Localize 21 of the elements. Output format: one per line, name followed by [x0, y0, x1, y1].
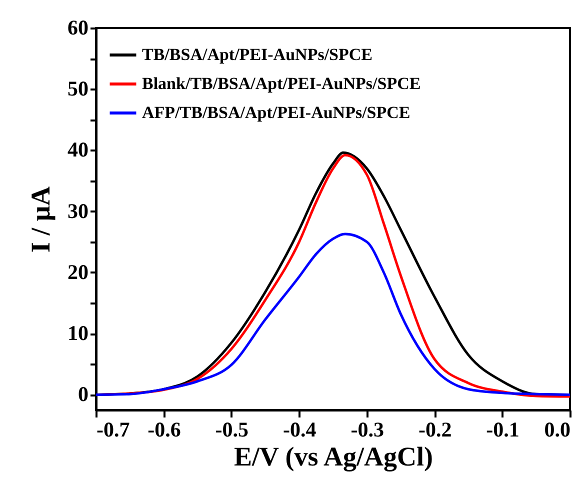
line-series	[96, 232, 570, 396]
x-tick-label: -0.1	[486, 418, 520, 442]
y-tick-label: 0	[78, 382, 88, 406]
x-tick-label: -0.3	[350, 418, 384, 442]
y-tick-label: 10	[68, 321, 88, 346]
y-tick-label: 60	[68, 16, 88, 40]
x-tick-label: -0.2	[418, 418, 452, 442]
legend-label: AFP/TB/BSA/Apt/PEI-AuNPs/SPCE	[142, 103, 410, 122]
x-tick-label: -0.7	[96, 418, 130, 442]
legend-label: Blank/TB/BSA/Apt/PEI-AuNPs/SPCE	[142, 74, 421, 93]
legend-label: TB/BSA/Apt/PEI-AuNPs/SPCE	[142, 45, 372, 64]
x-tick-label: -0.5	[215, 418, 249, 442]
y-tick-label: 50	[68, 76, 88, 101]
y-tick-label: 20	[68, 260, 88, 284]
y-axis-title: I / μA	[26, 186, 56, 253]
y-tick-label: 30	[68, 198, 88, 223]
x-axis-title: E/V (vs Ag/AgCl)	[234, 442, 434, 472]
x-tick-label: 0.0	[544, 418, 570, 442]
y-tick-label: 40	[68, 138, 88, 162]
x-tick-label: -0.6	[148, 418, 181, 442]
x-tick-label: -0.4	[283, 418, 317, 442]
